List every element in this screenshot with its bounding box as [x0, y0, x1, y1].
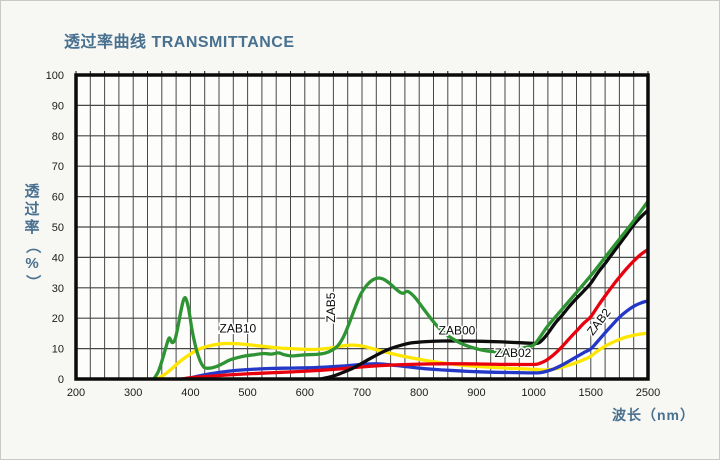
y-tick-label: 80 — [52, 131, 64, 143]
curve-label-ZAB00: ZAB00 — [439, 324, 476, 338]
x-tick-label: 600 — [296, 387, 314, 399]
x-tick-label: 500 — [238, 387, 256, 399]
y-tick-label: 90 — [52, 100, 64, 112]
y-tick-label: 60 — [52, 192, 64, 204]
y-tick-label: 40 — [52, 252, 64, 264]
y-axis-title: 透过率 （% ） — [21, 183, 43, 291]
chart-title: 透过率曲线 TRANSMITTANCE — [64, 34, 295, 51]
curve-label-ZAB10: ZAB10 — [220, 322, 257, 336]
x-tick-label: 2500 — [636, 387, 660, 399]
curve-label-ZAB5: ZAB5 — [324, 292, 338, 322]
y-tick-label: 70 — [52, 161, 64, 173]
y-tick-label: 20 — [52, 313, 64, 325]
x-tick-label: 1500 — [579, 387, 603, 399]
x-tick-label: 900 — [467, 387, 485, 399]
y-axis-title-char: 率 — [24, 219, 40, 236]
y-tick-label: 0 — [58, 374, 64, 386]
y-tick-label: 100 — [46, 70, 64, 82]
x-tick-label: 800 — [410, 387, 428, 399]
x-tick-label: 200 — [67, 387, 85, 399]
y-axis-title-char: ） — [24, 274, 41, 290]
x-tick-label: 400 — [181, 387, 199, 399]
x-tick-label: 1000 — [521, 387, 545, 399]
y-tick-label: 50 — [52, 222, 64, 234]
y-tick-label: 10 — [52, 344, 64, 356]
curve-label-ZAB02: ZAB02 — [495, 346, 532, 360]
curve-ZAB00 — [319, 208, 648, 379]
curve-ZAB5 — [152, 199, 648, 379]
x-axis-title: 波长（nm） — [612, 407, 695, 423]
curve-ZAB2 — [180, 247, 648, 379]
x-tick-label: 300 — [124, 387, 142, 399]
y-axis-title-char: 透 — [24, 183, 40, 200]
y-axis-title-char: （ — [24, 238, 41, 254]
x-tick-label: 700 — [353, 387, 371, 399]
plot-border — [74, 73, 650, 381]
y-tick-label: 30 — [52, 283, 64, 295]
curve-ZAB02 — [184, 299, 648, 379]
y-axis-title-char: % — [25, 255, 39, 272]
y-axis-title-char: 过 — [24, 201, 40, 218]
